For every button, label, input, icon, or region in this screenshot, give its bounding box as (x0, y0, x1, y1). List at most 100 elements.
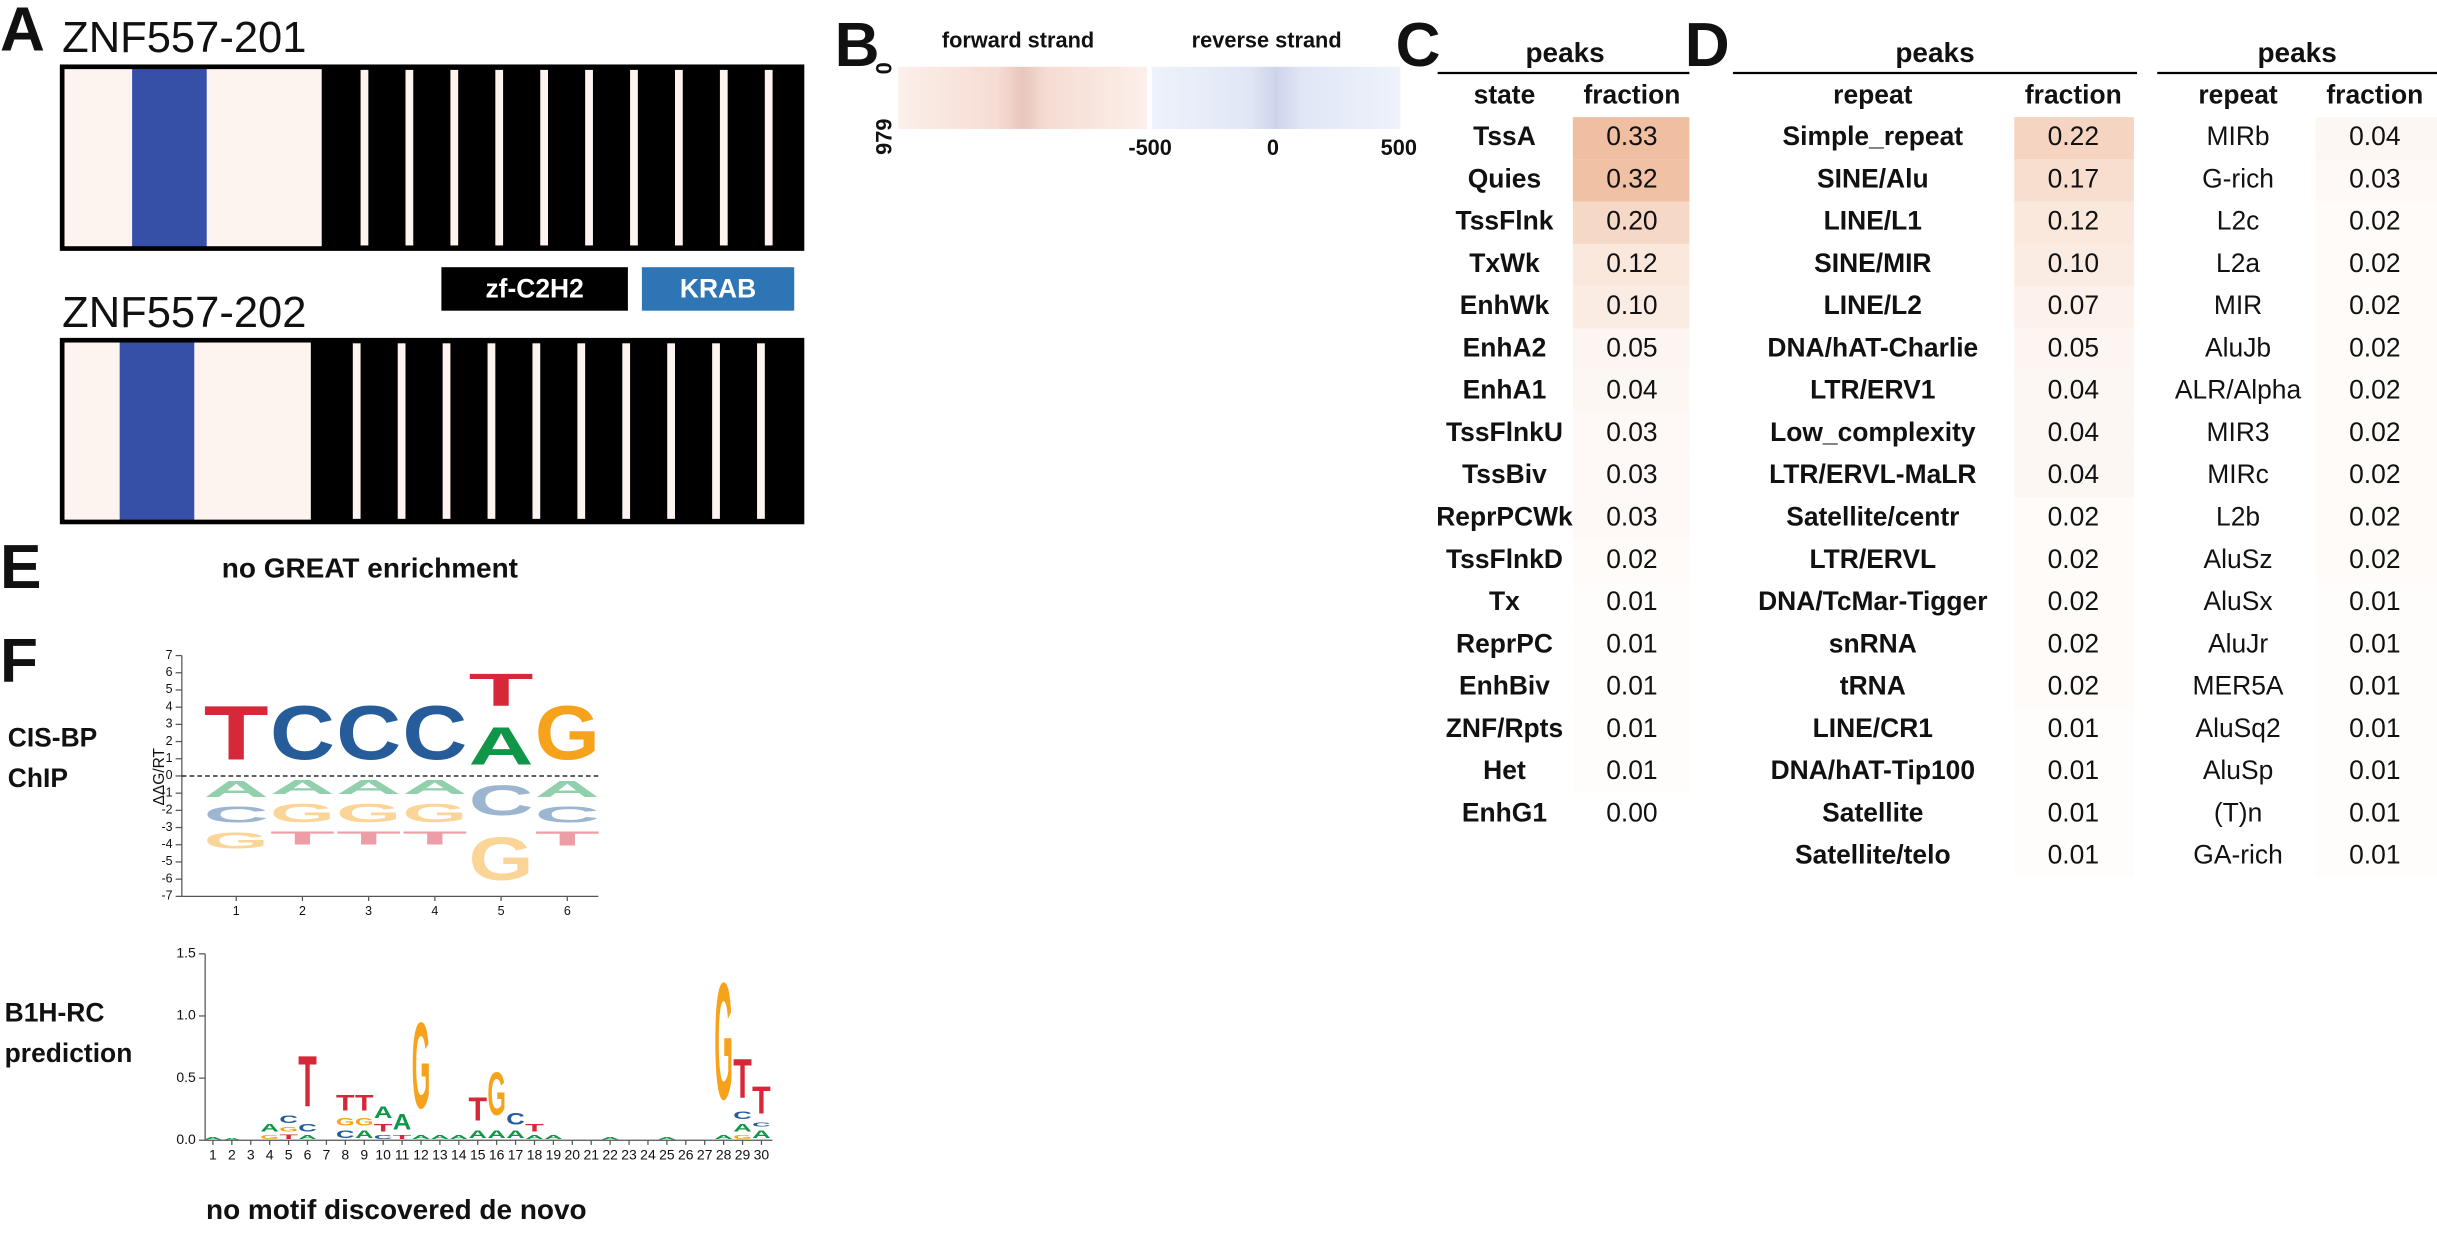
fraction-value: 0.02 (2048, 671, 2099, 701)
logo-label: ChIP (8, 763, 68, 793)
x-tick-label: 14 (451, 1146, 467, 1162)
x-label: 0 (1267, 135, 1279, 160)
x-tick-label: 1 (233, 904, 240, 918)
fraction-value: 0.01 (2048, 797, 2099, 827)
fraction-cell (2315, 624, 2437, 667)
row-label: Quies (1468, 163, 1541, 193)
logo-letter: T (525, 1121, 544, 1134)
fraction-cell (2014, 793, 2134, 836)
fraction-cell (2014, 412, 2134, 456)
table-title: peaks (1525, 37, 1604, 68)
logo-letter: T (468, 1090, 487, 1128)
fraction-cell (1572, 412, 1690, 456)
fraction-value: 0.02 (2349, 333, 2400, 363)
row-label: EnhA1 (1463, 375, 1547, 405)
x-tick-label: 3 (365, 904, 372, 918)
fraction-value: 0.33 (1606, 121, 1657, 151)
zf-gap (495, 69, 504, 246)
fraction-value: 0.04 (2048, 459, 2099, 489)
y-tick-label: 5 (166, 682, 173, 696)
fraction-value: 0.02 (2349, 290, 2400, 320)
x-tick-label: 27 (697, 1146, 713, 1162)
logo-label: B1H-RC (5, 997, 105, 1027)
x-tick-label: 8 (341, 1146, 349, 1162)
transcript-name: ZNF557-202 (62, 289, 306, 337)
fraction-cell (2014, 286, 2134, 329)
fraction-cell (2014, 243, 2134, 287)
row-label: L2b (2216, 502, 2260, 532)
y-tick-label: -3 (161, 820, 172, 834)
fraction-value: 0.02 (2048, 628, 2099, 658)
logo-letter: T (402, 828, 467, 849)
x-tick-label: 6 (304, 1146, 312, 1162)
logo-letter: T (374, 1121, 393, 1134)
logo-letter: C (733, 1110, 752, 1122)
logo-letter: A (752, 1128, 771, 1140)
fraction-value: 0.04 (2048, 417, 2099, 447)
x-tick-label: 15 (470, 1146, 486, 1162)
row-label: MIR (2214, 290, 2262, 320)
logo-letter: G (204, 828, 269, 854)
row-label: AluSp (2203, 755, 2273, 785)
zf-gap (719, 69, 728, 246)
fraction-cell (2014, 497, 2134, 540)
row-label: AluJb (2205, 333, 2271, 363)
y-tick-label: 0.5 (176, 1069, 196, 1085)
x-tick-label: 26 (678, 1146, 694, 1162)
row-label: LTR/ERV1 (1810, 375, 1935, 405)
fraction-cell (1572, 624, 1690, 667)
row-label: TssBiv (1462, 459, 1547, 489)
fraction-value: 0.07 (2048, 290, 2099, 320)
x-tick-label: 21 (583, 1146, 599, 1162)
fraction-cell (2014, 581, 2134, 625)
column-header: fraction (1583, 79, 1680, 109)
logo-letter: C (506, 1109, 525, 1128)
logo-letter: A (402, 776, 467, 798)
logo-letter: T (270, 828, 335, 849)
fraction-cell (2014, 117, 2134, 160)
fraction-value: 0.02 (2349, 502, 2400, 532)
row-label: G-rich (2202, 163, 2274, 193)
x-tick-label: 25 (659, 1146, 675, 1162)
fraction-cell (1572, 497, 1690, 540)
row-label: LINE/L1 (1824, 206, 1922, 236)
logo-letter: T (355, 1091, 374, 1116)
fraction-value: 0.02 (1606, 544, 1657, 574)
logo-letter: G (270, 799, 335, 828)
fraction-cell (1572, 117, 1690, 160)
fraction-cell (1572, 539, 1690, 582)
table-title: peaks (1895, 37, 1974, 68)
panel-label: F (0, 626, 38, 695)
fraction-value: 0.02 (2048, 544, 2099, 574)
row-label: L2c (2217, 206, 2260, 236)
y-tick-label: 1.0 (176, 1007, 196, 1023)
fraction-value: 0.02 (2349, 206, 2400, 236)
fraction-value: 0.01 (2048, 755, 2099, 785)
logo-letter: G (714, 949, 733, 1135)
logo-letter: A (469, 716, 534, 776)
logo-letter: T (279, 1133, 298, 1141)
zf-gap (630, 69, 638, 246)
fraction-value: 0.02 (2048, 502, 2099, 532)
zf-gap (532, 343, 541, 519)
logo-letter: A (223, 1138, 242, 1140)
fraction-cell (2014, 370, 2134, 413)
fraction-cell (2315, 793, 2437, 836)
heatmap (898, 66, 1148, 129)
logo-letter: A (355, 1128, 374, 1140)
logo-letter: G (336, 1115, 355, 1128)
logo-letter: A (733, 1122, 752, 1134)
logo-label: CIS-BP (8, 722, 98, 752)
zf-region (310, 340, 802, 522)
fraction-cell (2315, 581, 2437, 625)
fraction-cell (2315, 750, 2437, 794)
fraction-cell (1572, 243, 1690, 287)
logo-letter: G (336, 799, 401, 828)
fraction-value: 0.01 (2349, 586, 2400, 616)
fraction-cell (2315, 286, 2437, 329)
logo-letter: C (204, 802, 269, 828)
fraction-value: 0.03 (1606, 502, 1657, 532)
logo-letter: T (298, 1041, 317, 1122)
legend-label: zf-C2H2 (485, 273, 583, 303)
